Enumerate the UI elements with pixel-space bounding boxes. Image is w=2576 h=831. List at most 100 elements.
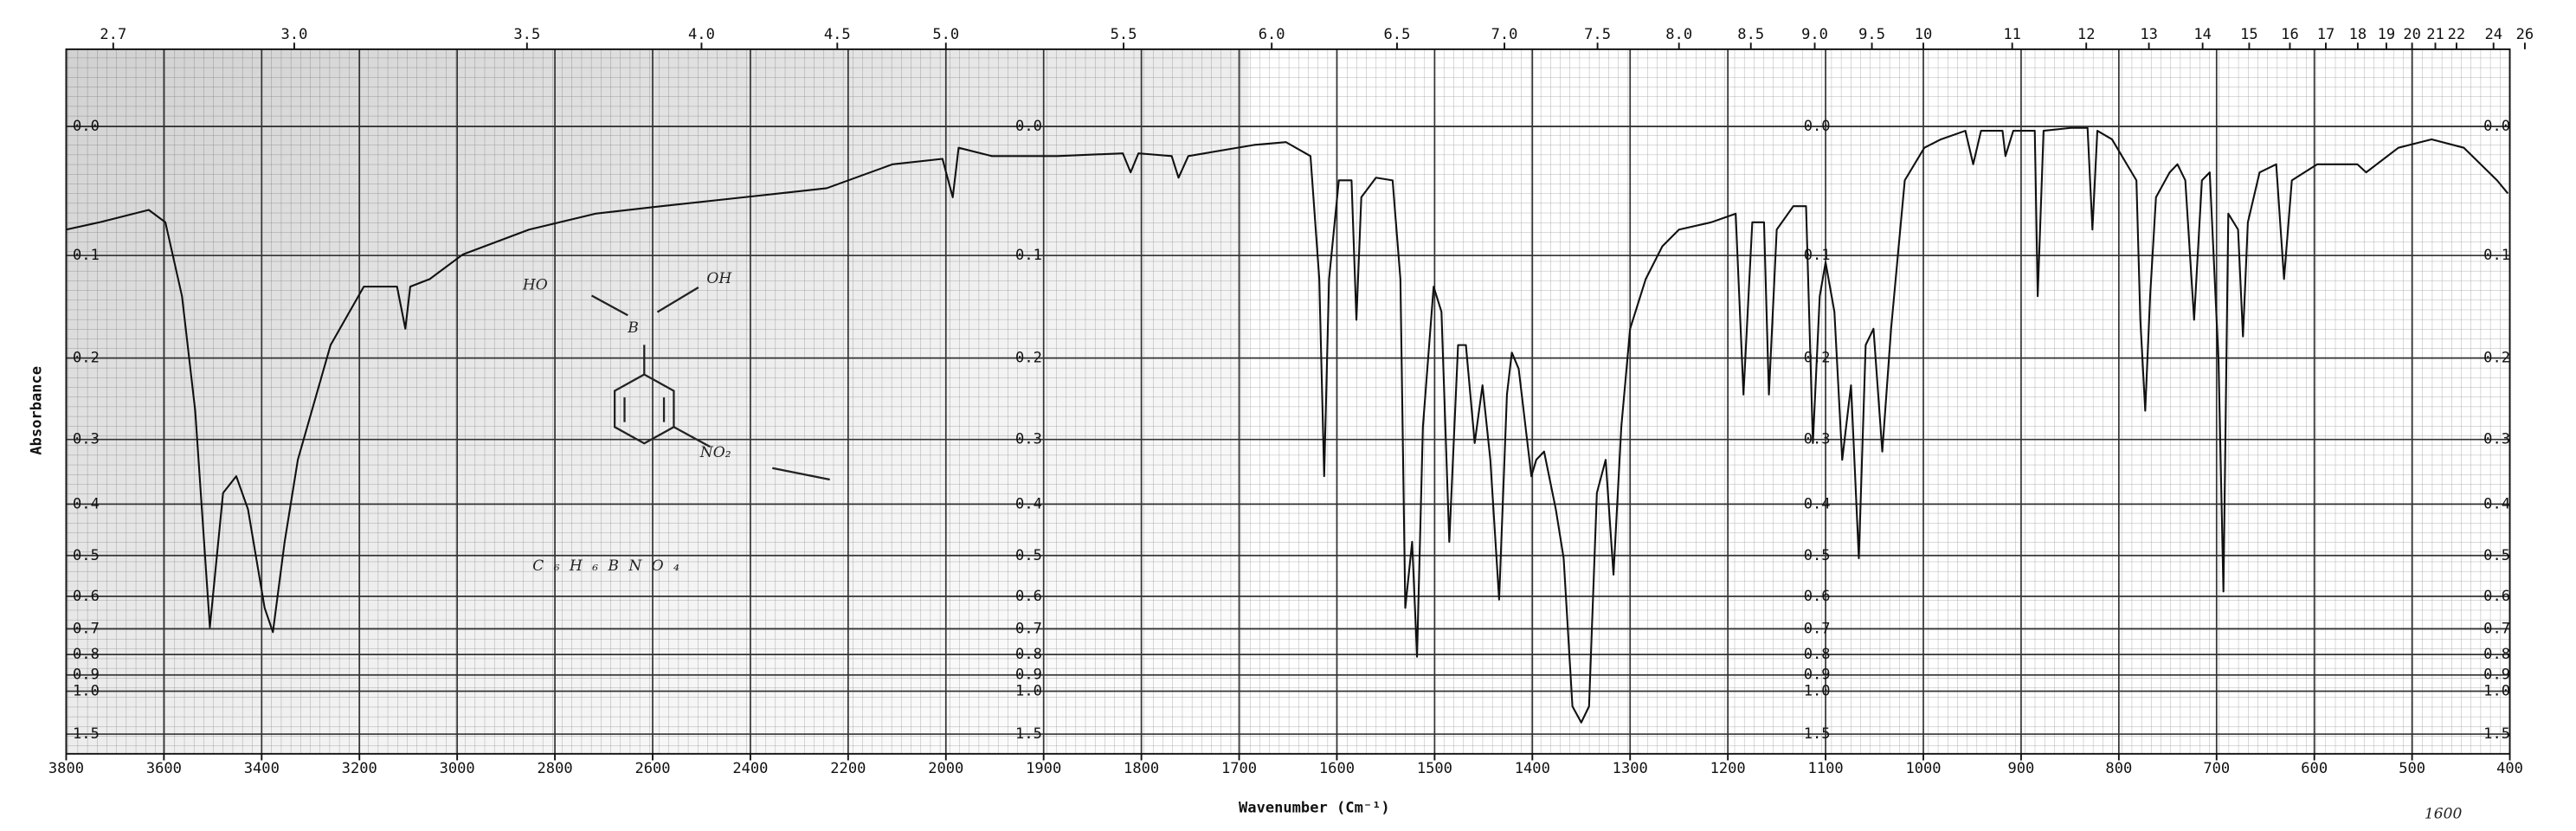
- y-tick-label: 1.5: [1015, 725, 1042, 743]
- x-tick-label: 900: [2008, 760, 2035, 777]
- y-tick-label: 0.0: [1015, 118, 1042, 135]
- x-tick-label: 3600: [146, 760, 182, 777]
- x-tick-label: 2200: [830, 760, 866, 777]
- y-tick-label: 0.9: [2483, 667, 2510, 684]
- y-tick-label: 0.7: [1015, 620, 1042, 637]
- x2-tick-label: 3.0: [281, 26, 308, 43]
- x2-tick-label: 19: [2378, 26, 2396, 43]
- x2-tick-label: 20: [2403, 26, 2421, 43]
- y-tick-label: 0.3: [2483, 431, 2510, 448]
- y-tick-label: 0.8: [1804, 646, 1831, 663]
- x-tick-label: 1500: [1417, 760, 1452, 777]
- annotation: OH: [706, 270, 732, 287]
- x2-tick-label: 6.5: [1384, 26, 1411, 43]
- y-tick-label: 0.9: [1015, 667, 1042, 684]
- y-tick-label: 0.1: [2483, 247, 2510, 264]
- y-tick-label: 1.5: [73, 725, 100, 743]
- y-tick-label: 0.0: [73, 118, 100, 135]
- y-tick-label: 1.0: [73, 682, 100, 699]
- benzene-ring: [613, 373, 675, 445]
- x2-tick-label: 8.0: [1665, 26, 1692, 43]
- x2-tick-label: 2.7: [100, 26, 126, 43]
- y-tick-label: 0.1: [1015, 247, 1042, 264]
- x-tick-label: 1200: [1710, 760, 1746, 777]
- x2-tick-label: 4.0: [688, 26, 715, 43]
- x-tick-label: 800: [2105, 760, 2132, 777]
- y-tick-label: 0.5: [1804, 547, 1831, 564]
- x2-tick-label: 17: [2317, 26, 2335, 43]
- y-tick-label: 0.7: [2483, 620, 2510, 637]
- x-tick-label: 3200: [342, 760, 377, 777]
- y-tick-label: 0.6: [1804, 588, 1831, 605]
- y-tick-label: 1.0: [1804, 682, 1831, 699]
- x-tick-label: 3400: [244, 760, 280, 777]
- y-tick-label: 0.7: [1804, 620, 1831, 637]
- x-tick-label: 1900: [1026, 760, 1061, 777]
- y-tick-label: 1.5: [2483, 725, 2510, 743]
- x2-tick-label: 16: [2281, 26, 2299, 43]
- x-tick-label: 1600: [1319, 760, 1355, 777]
- y-tick-label: 0.5: [73, 547, 100, 564]
- x-tick-label: 2600: [634, 760, 670, 777]
- annotation: C₆H₆BNO₄: [532, 557, 689, 575]
- x2-tick-label: 18: [2349, 26, 2367, 43]
- x2-tick-label: 7.5: [1584, 26, 1611, 43]
- y-tick-label: 1.0: [2483, 682, 2510, 699]
- x2-tick-label: 9.0: [1801, 26, 1828, 43]
- x2-tick-label: 5.0: [932, 26, 959, 43]
- y-tick-label: 0.8: [2483, 646, 2510, 663]
- y-tick-label: 0.4: [1804, 495, 1831, 512]
- y-tick-label: 0.0: [1804, 118, 1831, 135]
- y-tick-label: 0.1: [73, 247, 100, 264]
- x2-tick-label: 22: [2448, 26, 2466, 43]
- y-tick-label: 0.5: [2483, 547, 2510, 564]
- y-tick-label: 0.2: [73, 350, 100, 367]
- x-tick-label: 1000: [1905, 760, 1941, 777]
- x-tick-label: 1100: [1808, 760, 1844, 777]
- y-tick-label: 1.0: [1015, 682, 1042, 699]
- y-tick-label: 0.6: [2483, 588, 2510, 605]
- structure-drawing: [591, 287, 830, 481]
- x2-tick-label: 24: [2484, 26, 2502, 43]
- y-axis-label: Absorbance: [28, 366, 45, 455]
- x2-tick-label: 4.5: [824, 26, 851, 43]
- y-tick-label: 0.0: [2483, 118, 2510, 135]
- y-tick-label: 0.3: [73, 431, 100, 448]
- x-tick-label: 3800: [48, 760, 84, 777]
- x2-tick-label: 5.5: [1111, 26, 1137, 43]
- x2-tick-label: 10: [1915, 26, 1933, 43]
- annotation: B: [627, 319, 639, 337]
- y-tick-label: 0.3: [1015, 431, 1042, 448]
- y-tick-label: 0.6: [73, 588, 100, 605]
- y-tick-label: 0.3: [1804, 431, 1831, 448]
- x-tick-label: 2800: [538, 760, 573, 777]
- x2-tick-label: 21: [2426, 26, 2444, 43]
- x2-tick-label: 13: [2140, 26, 2158, 43]
- x2-tick-label: 9.5: [1858, 26, 1885, 43]
- x2-tick-label: 6.0: [1259, 26, 1285, 43]
- y-tick-label: 0.7: [73, 620, 100, 637]
- grid: [65, 48, 2511, 754]
- y-tick-label: 0.4: [2483, 495, 2510, 512]
- plot-frame: [65, 48, 2511, 755]
- y-tick-label: 0.6: [1015, 588, 1042, 605]
- x-tick-label: 500: [2399, 760, 2425, 777]
- x2-tick-label: 8.5: [1737, 26, 1764, 43]
- y-tick-label: 0.4: [73, 495, 100, 512]
- y-tick-label: 0.9: [1804, 667, 1831, 684]
- x-tick-label: 700: [2203, 760, 2230, 777]
- annotation: 1600: [2425, 806, 2463, 823]
- annotation: HO: [522, 277, 548, 294]
- x2-tick-label: 7.0: [1491, 26, 1518, 43]
- annotation: NO₂: [699, 444, 731, 461]
- y-tick-label: 0.2: [2483, 350, 2510, 367]
- x-tick-label: 1700: [1221, 760, 1257, 777]
- y-tick-label: 0.8: [73, 646, 100, 663]
- x-tick-label: 2000: [928, 760, 963, 777]
- x-tick-label: 3000: [440, 760, 475, 777]
- bonds: [591, 287, 699, 375]
- y-tick-label: 0.1: [1804, 247, 1831, 264]
- x-tick-label: 1300: [1613, 760, 1648, 777]
